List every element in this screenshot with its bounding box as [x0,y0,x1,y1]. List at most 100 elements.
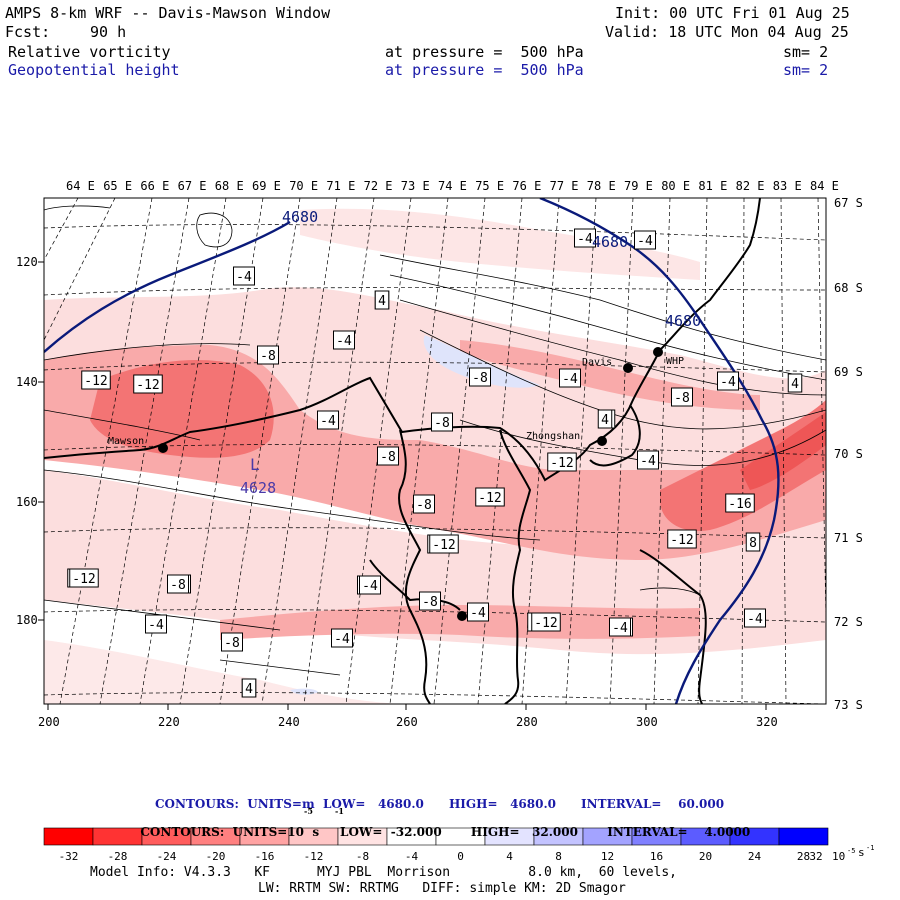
vorticity-contours [44,205,826,676]
vort-label-text: -12 [550,456,573,471]
vort-label-box [233,266,255,286]
neg-light-field-far-south [44,640,400,704]
colorbar-tick-label: -28 [108,850,128,863]
vort-label: -4 [744,608,766,628]
lon-line [44,198,116,341]
forecast-hours: 90 h [90,23,127,41]
vort-label: -8 [167,574,189,594]
vort-label-box [475,487,505,507]
low-value: 4628 [240,479,276,497]
vort-label-text: -8 [224,636,240,651]
lat-label: 70 S [834,447,863,461]
vort-label-box [634,230,656,250]
vort-label: -4 [233,266,255,286]
low-pressure-marker: L 4628 [240,455,276,497]
vort-label-text: -4 [236,270,252,285]
contours-vort-text: CONTOURS: UNITS=10 s LOW= -32.000 HIGH= … [140,825,751,839]
vort-label-text: 4 [601,413,609,428]
field1-smoothing: sm= 2 [783,43,829,61]
vort-label: -4 [333,330,355,350]
map-frame [43,197,827,705]
grid-x-label: 200 [38,715,60,729]
vort-label: -8 [257,345,279,365]
vort-label-box [133,374,163,394]
colorbar-tick-label: -16 [255,850,275,863]
vort-label-box [331,628,353,648]
colorbar: -32 -28 -24 -20 -16 -12 -8 -4 0 4 8 12 16 20 24 28 32 10-… [43,827,874,863]
grid-y-label: 120 [16,255,38,269]
vort-label-box [744,608,766,628]
vort-label-text: -4 [336,334,352,349]
vort-label-box [531,612,561,632]
colorbar-swatch [43,827,94,846]
lat-label: 72 S [834,615,863,629]
vort-label-box [559,368,581,388]
height-label: 4680 [592,233,628,251]
station-label: WHP [666,356,684,367]
vort-label-text: -4 [637,234,653,249]
lon-label: 73 E [401,179,430,193]
vort-label-box [69,568,99,588]
station-mawson: Mawson [108,436,168,453]
vort-label-box [374,290,390,310]
vort-label: -4 [331,628,353,648]
vort-contour [44,343,251,361]
vort-label: -4 [574,228,596,248]
lon-label: 75 E [475,179,504,193]
vort-label-text: -4 [362,579,378,594]
vort-label-box [413,494,435,514]
lon-label: 67 E [178,179,207,193]
init-time: Init: 00 UTC Fri 01 Aug 25 [615,4,850,22]
vort-label-box [359,575,381,595]
colorbar-tick-label: 20 [699,850,712,863]
lon-line [389,198,449,704]
vort-label: -8 [431,412,453,432]
vort-label: -8 [413,494,435,514]
colorbar-unit-s: s [858,846,865,859]
lat-line [44,287,826,296]
vort-label-text: -12 [84,374,107,389]
vort-label-box [419,591,441,611]
vort-contour [44,205,111,211]
station-dot [597,436,607,446]
neg-light-field-south [44,470,826,655]
vort-contour [196,212,233,248]
vort-label: -12 [475,487,505,507]
model-info-line-1: Model Info: V4.3.3 KF MYJ PBL Morrison 8… [90,865,677,880]
lon-label: 76 E [512,179,541,193]
boundary-line [499,429,532,704]
contours-height-line: CONTOURS: UNITS=m LOW= 4680.0 HIGH= 4680… [155,797,725,811]
grid-x-label: 300 [636,715,658,729]
latitude-labels: 67 S 68 S 69 S 70 S 71 S 72 S 73 S [834,196,863,712]
lat-line [44,361,826,373]
vort-label-text: -4 [334,632,350,647]
lon-label: 69 E [252,179,281,193]
vort-label-text: -8 [416,498,432,513]
station-davis: Davis [582,357,633,373]
pos-light-field-south [290,688,318,695]
vort-label-box [609,617,631,637]
lon-label: 77 E [550,179,579,193]
vort-label-text: -8 [170,578,186,593]
vort-label-text: -8 [380,450,396,465]
height-label: 4680 [665,312,701,330]
colorbar-tick-label: -32 [59,850,79,863]
station-label: Mawson [108,436,144,447]
vort-label: -8 [377,446,399,466]
vort-label: -16 [725,493,755,513]
vort-label: -12 [69,568,99,588]
lon-line [303,198,375,704]
station-unnamed [457,611,467,621]
lon-line [653,198,671,704]
boundary-line [639,549,707,704]
vort-label-box [81,370,111,390]
grid-x-label: 280 [516,715,538,729]
vort-label-text: -12 [432,538,455,553]
colorbar-tick-label: 28 [797,850,810,863]
vort-label-box [241,678,257,698]
lon-line [99,198,190,704]
contours-vort-sexp: -1 [335,806,344,816]
contours-vort-line: CONTOURS: UNITS=10 s LOW= -32.000 HIGH= … [132,811,750,839]
vort-label: -4 [637,450,659,470]
